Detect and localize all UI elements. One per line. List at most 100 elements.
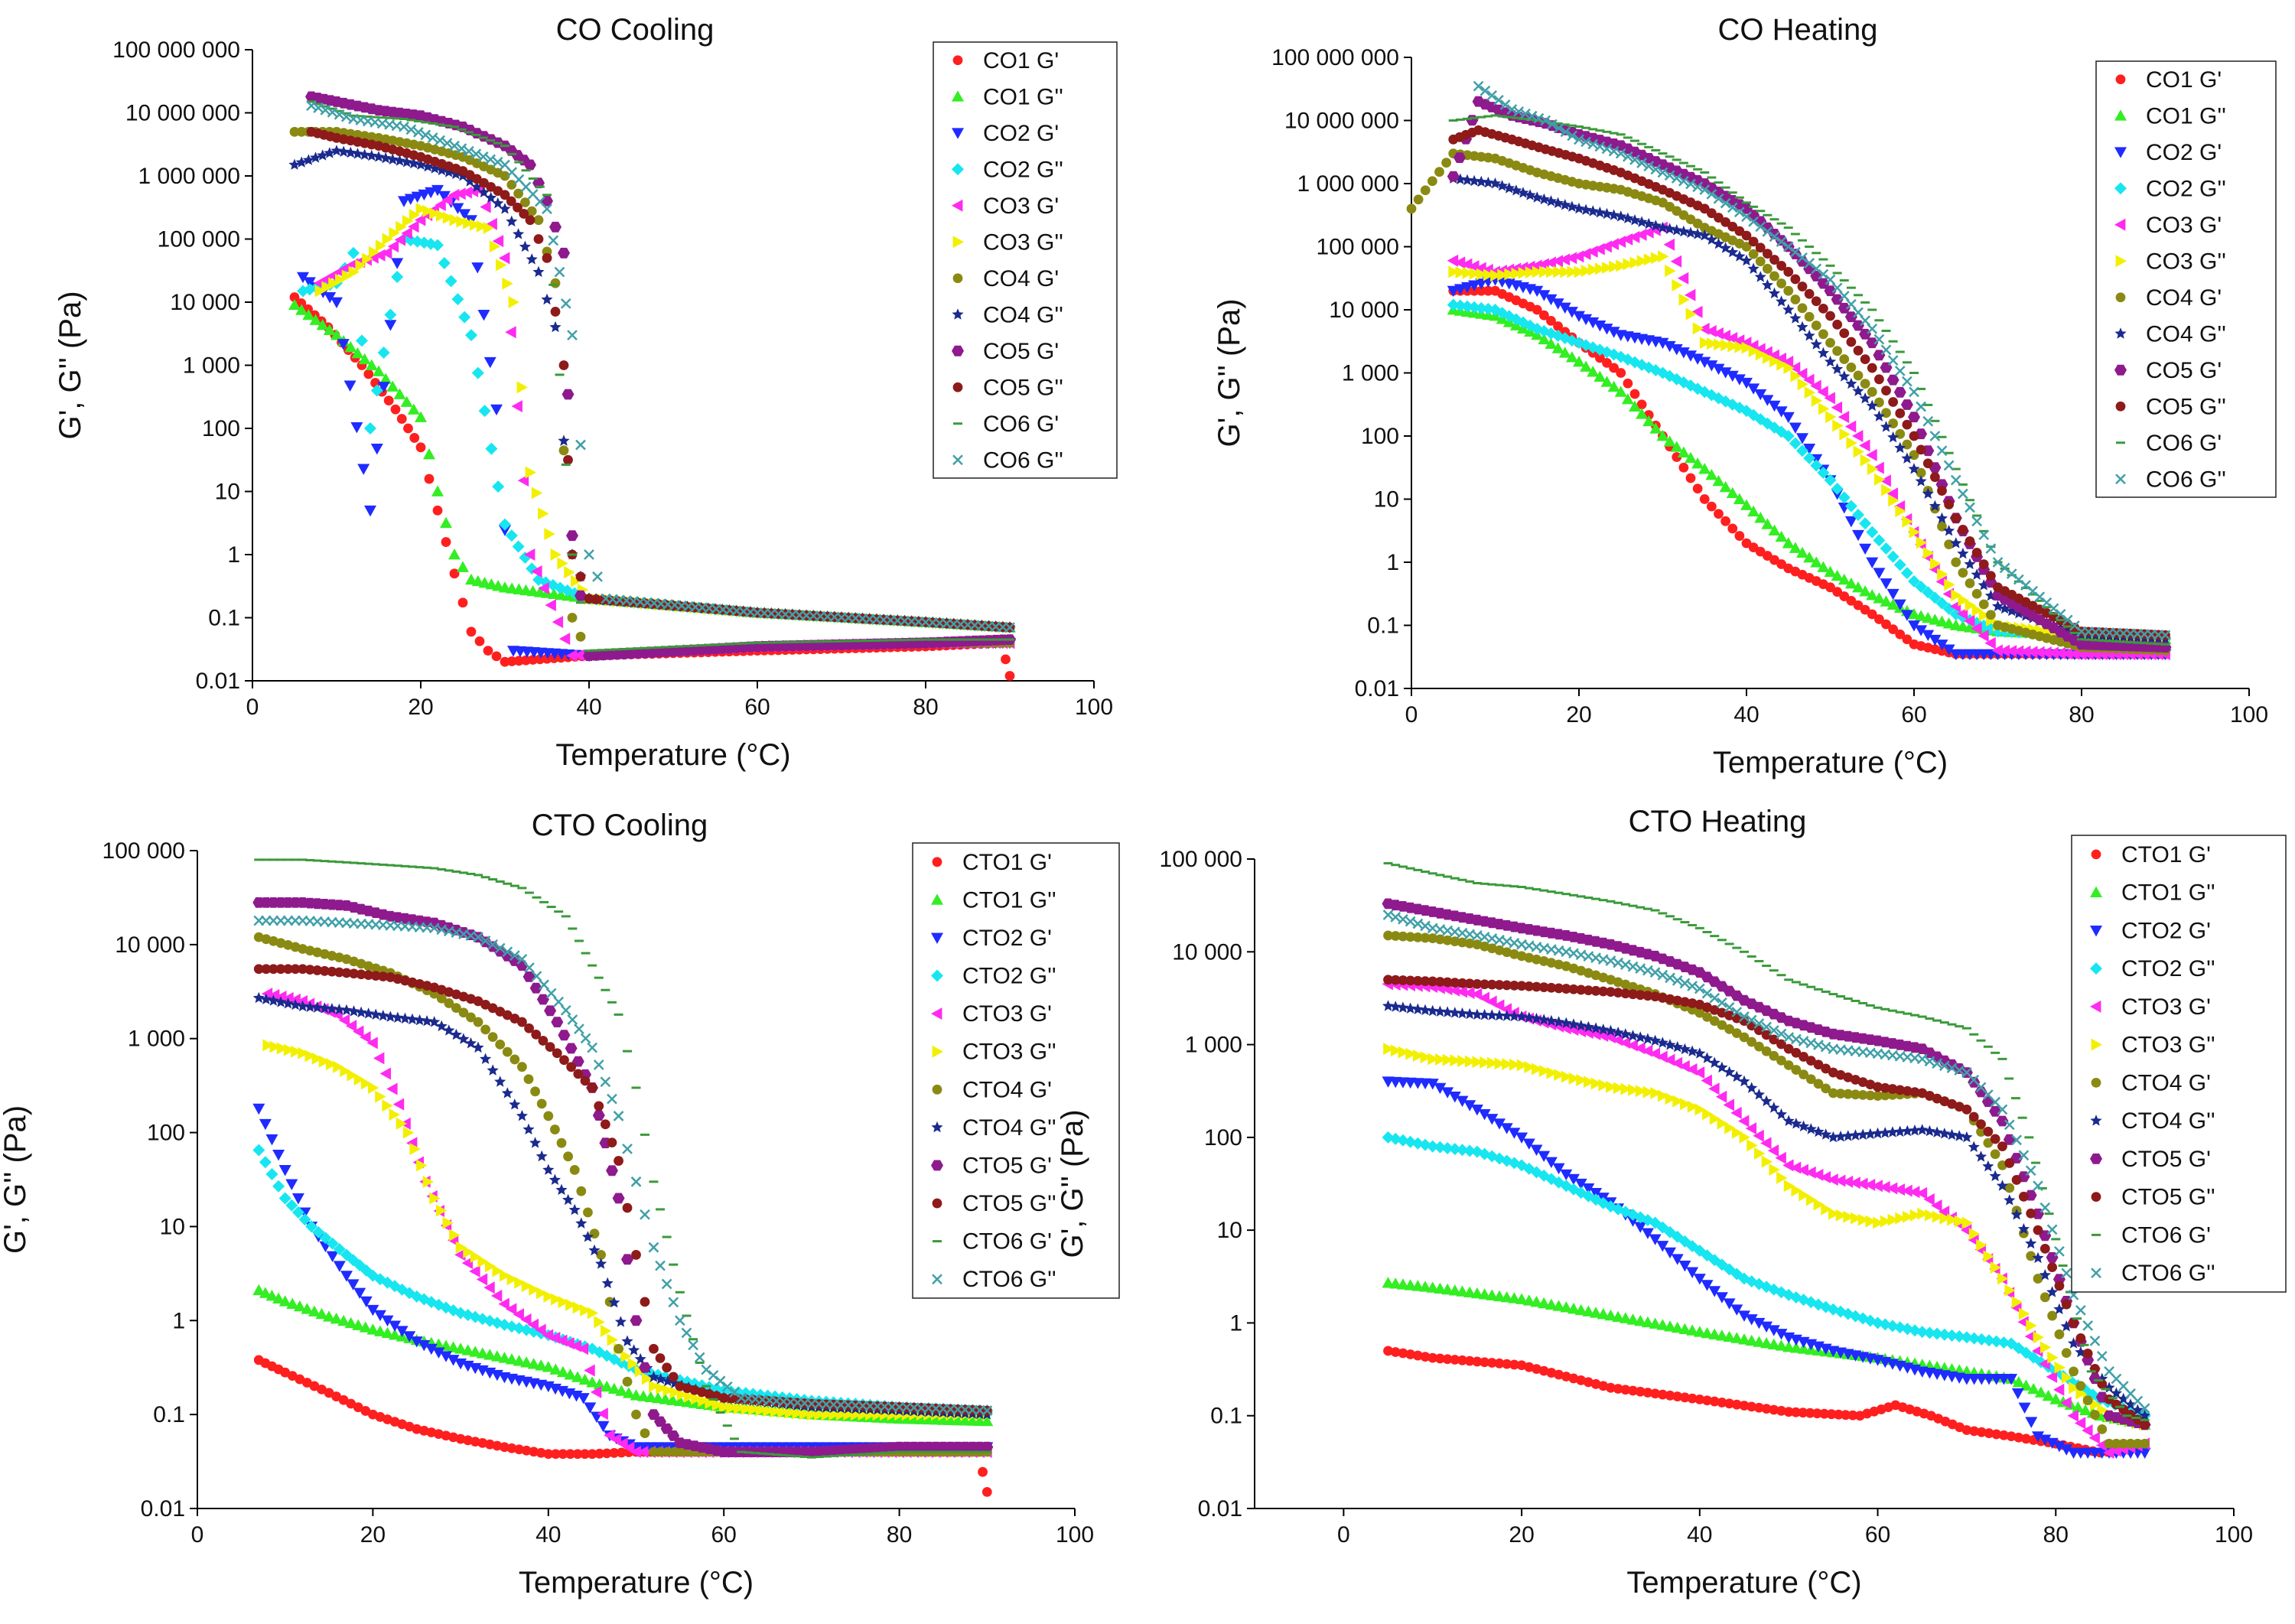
data-point [551, 1017, 564, 1027]
data-point [1621, 233, 1633, 246]
data-point [667, 1430, 680, 1441]
data-point [389, 1328, 402, 1340]
data-point [1804, 386, 1816, 399]
data-point [622, 1143, 633, 1154]
data-point [344, 146, 356, 158]
data-point [533, 215, 544, 226]
data-point [567, 330, 578, 341]
y-tick-label: 0.1 [1210, 1404, 1242, 1429]
data-point [748, 1403, 760, 1416]
x-tick-label: 60 [1865, 1522, 1890, 1548]
legend-entry: CO3 G'' [983, 229, 1063, 255]
data-point [580, 1076, 591, 1086]
data-point [261, 988, 273, 1001]
data-point [542, 1361, 555, 1372]
data-point [1915, 475, 1927, 487]
data-point [470, 181, 483, 192]
data-point [286, 1297, 299, 1309]
series-co4-g- [288, 145, 1016, 633]
data-point [587, 1082, 597, 1093]
data-point [1532, 265, 1544, 278]
data-point [1685, 350, 1697, 362]
data-point [407, 977, 418, 988]
data-point [506, 215, 518, 227]
data-point [1642, 217, 1655, 229]
data-point [1691, 457, 1704, 469]
data-point [1691, 353, 1704, 365]
data-point [1852, 529, 1864, 542]
data-point [304, 1001, 316, 1012]
data-point [705, 1396, 716, 1409]
data-point [1454, 152, 1466, 163]
legend-marker [952, 128, 964, 139]
data-point [408, 157, 420, 169]
data-point [1908, 620, 1920, 632]
data-point [1895, 505, 1906, 518]
data-point [1935, 597, 1948, 610]
series-co1-g- [1447, 304, 2172, 645]
data-point [434, 1429, 444, 1440]
data-point [1922, 611, 1935, 623]
data-point [440, 516, 452, 529]
data-point [1649, 1034, 1662, 1046]
series-co5-g- [305, 91, 1016, 662]
data-point [379, 373, 392, 384]
data-point [1525, 266, 1537, 279]
data-point [289, 998, 301, 1011]
data-point [607, 1382, 620, 1394]
data-point [492, 1264, 503, 1277]
data-point [524, 159, 536, 171]
data-point [1982, 1160, 1994, 1172]
x-tick-label: 20 [408, 695, 433, 720]
data-point [1984, 636, 1996, 649]
data-point [1951, 589, 1962, 602]
data-point [1580, 360, 1593, 372]
data-point [1873, 374, 1884, 385]
data-point [366, 1323, 379, 1335]
data-point [428, 1016, 441, 1027]
data-point [443, 166, 455, 177]
data-point [409, 209, 421, 222]
data-point [1818, 329, 1828, 340]
data-point [1602, 262, 1613, 274]
data-point [1789, 312, 1802, 324]
data-point [1552, 197, 1564, 208]
data-point [1720, 516, 1731, 526]
data-point [601, 1380, 614, 1392]
data-point [1699, 494, 1710, 504]
legend-marker [2114, 182, 2127, 195]
data-point [662, 1362, 672, 1373]
data-point [556, 1365, 569, 1378]
data-point [1942, 617, 1955, 629]
data-point [1496, 180, 1509, 191]
data-point [1466, 115, 1479, 126]
data-point [575, 571, 586, 582]
data-point [1831, 294, 1844, 305]
data-point [457, 1033, 470, 1044]
data-point [326, 1003, 338, 1014]
data-point [408, 220, 419, 233]
data-point [1873, 614, 1884, 624]
data-point [1714, 509, 1724, 519]
data-point [466, 1012, 476, 1023]
data-point [1844, 311, 1857, 323]
data-point [1789, 437, 1802, 450]
data-point [1867, 323, 1878, 334]
data-point [449, 140, 460, 151]
data-point [283, 964, 293, 975]
data-point [1482, 176, 1494, 188]
data-point [1922, 458, 1933, 469]
data-point [571, 1056, 584, 1067]
data-point [617, 1437, 628, 1450]
series-co1-g- [1448, 285, 2170, 659]
data-point [341, 968, 352, 978]
data-point [1533, 112, 1545, 124]
data-point [252, 1103, 265, 1115]
data-point [319, 949, 330, 959]
data-point [591, 594, 601, 604]
data-point [527, 1358, 540, 1369]
data-point [272, 1292, 285, 1303]
data-point [1567, 265, 1578, 278]
